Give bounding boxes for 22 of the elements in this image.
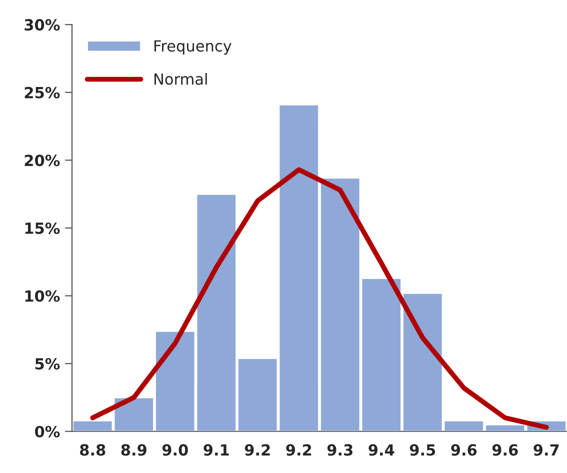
legend-label: Frequency — [154, 40, 232, 55]
legend-label: Normal — [154, 72, 207, 85]
y-tick-label: 5% — [35, 358, 60, 370]
y-tick-label: 30% — [24, 19, 60, 31]
x-tick-label: 9.5 — [410, 444, 436, 456]
x-tick-label: 9.4 — [368, 444, 394, 456]
y-tick-label: 10% — [25, 290, 60, 302]
x-tick-label: 9.6 — [492, 444, 518, 456]
x-tick-label: 9.2 — [244, 444, 270, 456]
x-tick-label: 9.7 — [534, 444, 559, 456]
x-tick-label: 9.2 — [286, 444, 312, 456]
y-tick-label: 20% — [24, 154, 60, 166]
x-tick-label: 8.8 — [80, 444, 106, 456]
x-tick-label: 9.1 — [204, 444, 229, 456]
x-tick-label: 9.3 — [327, 444, 352, 456]
y-tick-label: 25% — [24, 86, 60, 98]
x-tick-label: 8.9 — [121, 444, 146, 456]
x-tick-label: 9.0 — [162, 444, 188, 456]
y-tick-label: 15% — [25, 222, 60, 234]
y-tick-label: 0% — [34, 426, 60, 438]
x-tick-label: 9.6 — [451, 444, 477, 456]
line-series — [90, 167, 549, 430]
